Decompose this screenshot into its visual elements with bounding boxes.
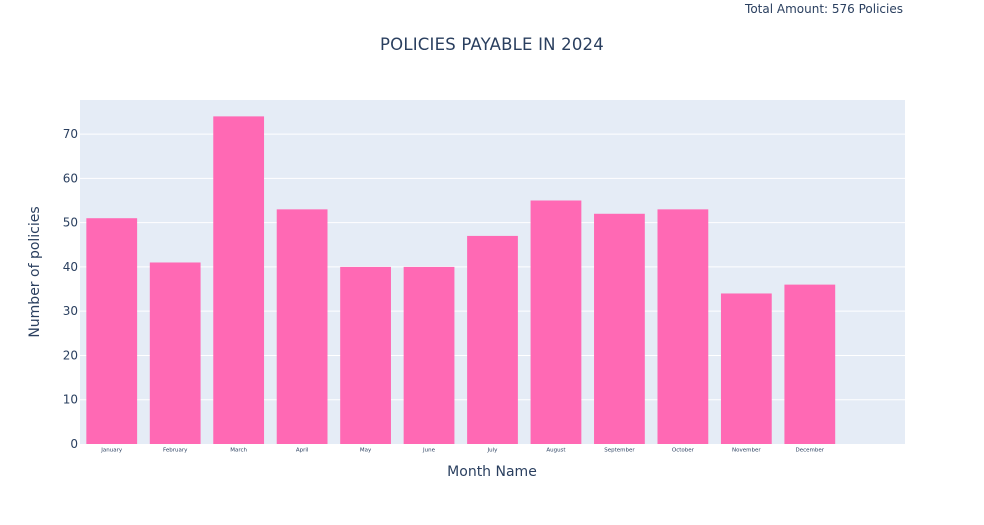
y-tick-label: 50 <box>63 216 78 230</box>
x-tick-label-november: November <box>732 448 761 454</box>
x-tick-label-april: April <box>296 448 309 454</box>
chart-title: POLICIES PAYABLE IN 2024 <box>380 35 604 54</box>
y-tick-label: 20 <box>63 348 78 362</box>
bar-november[interactable] <box>720 293 772 444</box>
y-tick-label: 0 <box>70 437 78 451</box>
bar-may[interactable] <box>340 266 391 444</box>
total-amount-annotation: Total Amount: 576 Policies <box>745 2 903 16</box>
bar-june[interactable] <box>403 266 455 444</box>
y-axis-title: Number of policies <box>27 206 43 338</box>
x-tick-label-january: January <box>100 448 123 454</box>
x-tick-label-december: December <box>796 448 825 454</box>
x-tick-label-october: October <box>672 448 695 454</box>
y-axis-ticks: 0 10 20 30 40 50 60 70 <box>63 127 78 451</box>
bar-april[interactable] <box>276 209 328 444</box>
x-axis-ticks: January February March April May June July Augu… <box>100 448 825 454</box>
y-tick-label: 70 <box>63 127 78 141</box>
bars <box>86 116 836 444</box>
x-tick-label-may: May <box>360 448 372 454</box>
x-tick-label-march: March <box>230 448 247 454</box>
x-tick-label-july: July <box>487 448 499 454</box>
bar-october[interactable] <box>657 209 709 444</box>
y-tick-label: 10 <box>63 393 78 407</box>
x-tick-label-august: August <box>546 448 566 454</box>
x-tick-label-june: June <box>422 448 436 454</box>
bar-january[interactable] <box>86 218 138 444</box>
bar-february[interactable] <box>149 262 201 444</box>
bar-march[interactable] <box>213 116 265 444</box>
x-tick-label-september: September <box>604 448 635 454</box>
bar-september[interactable] <box>594 213 645 444</box>
bar-july[interactable] <box>467 235 518 444</box>
x-axis-title: Month Name <box>447 464 537 480</box>
y-tick-label: 30 <box>63 304 78 318</box>
y-tick-label: 40 <box>63 260 78 274</box>
x-tick-label-february: February <box>163 448 188 454</box>
bar-december[interactable] <box>784 284 836 444</box>
bar-august[interactable] <box>530 200 582 444</box>
y-tick-label: 60 <box>63 171 78 185</box>
